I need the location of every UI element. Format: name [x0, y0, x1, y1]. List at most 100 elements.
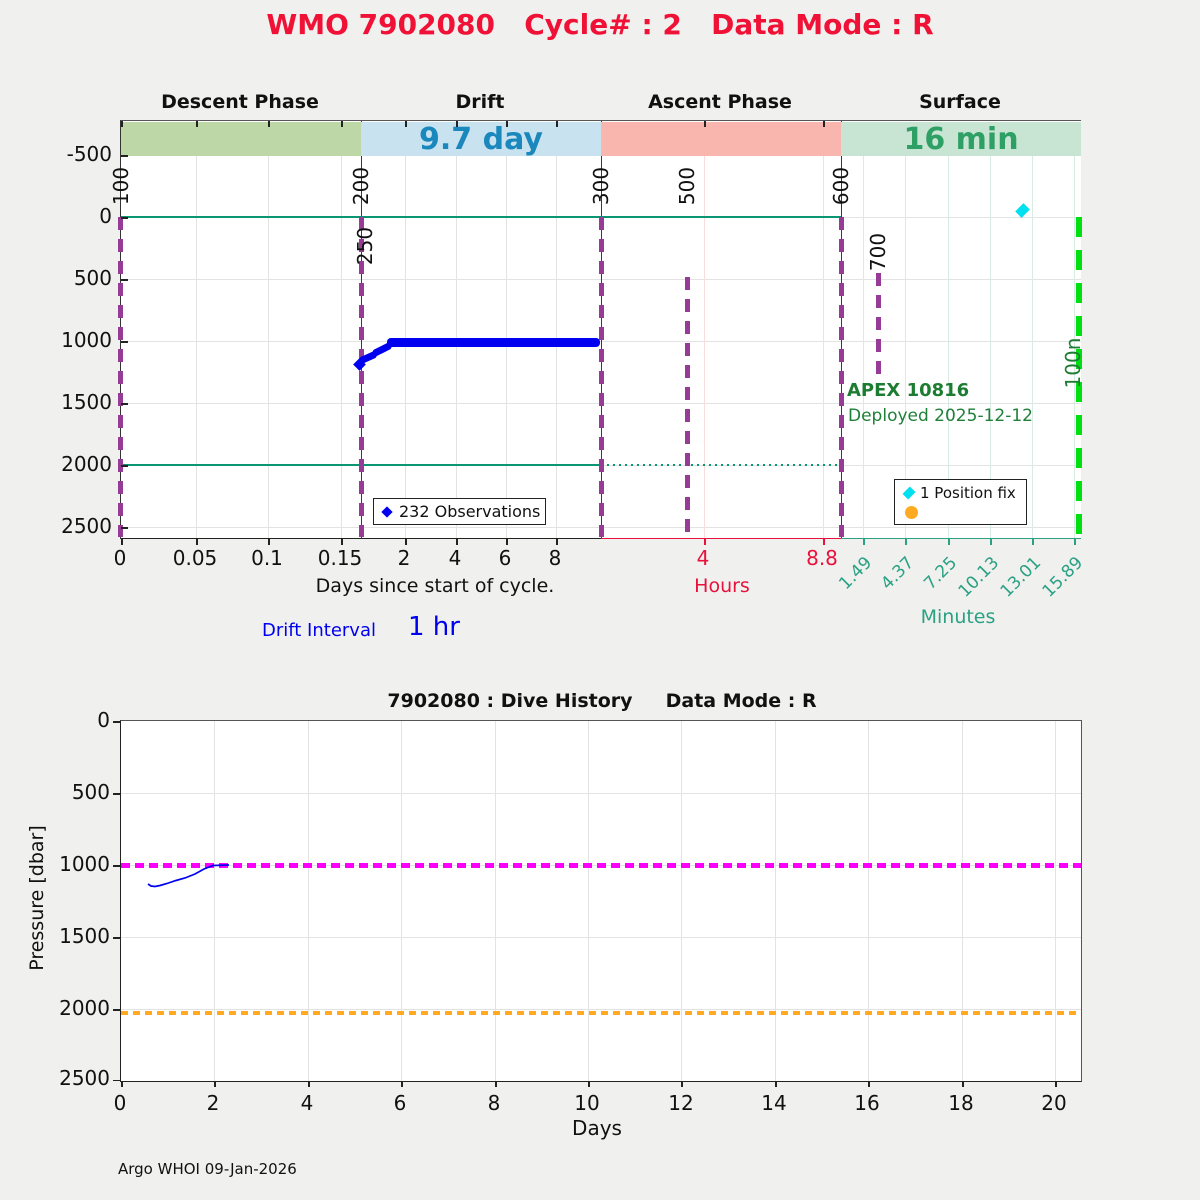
- x-tick-label: 20: [1041, 1091, 1067, 1115]
- gridline: [823, 156, 824, 539]
- axis-tick: [704, 539, 706, 545]
- axis-tick: [456, 121, 458, 127]
- axis-tick: [905, 539, 907, 545]
- axis-tick: [962, 1081, 964, 1087]
- y-tick-label: 2500: [61, 514, 112, 538]
- surface-band: 16 min: [841, 122, 1081, 157]
- axis-tick: [113, 1009, 120, 1011]
- axis-tick: [113, 937, 120, 939]
- gridline: [868, 721, 869, 1081]
- marker-label-250: 250: [353, 226, 377, 266]
- y-tick-label: 1000: [59, 852, 110, 876]
- gridline: [341, 156, 342, 539]
- marker-line-100n: [1076, 217, 1082, 537]
- phase-header-surface: Surface: [919, 91, 1001, 113]
- dive-history-plot: [113, 720, 1082, 1087]
- marker-label-100: 100: [109, 166, 133, 206]
- orange-circle-icon: [905, 506, 918, 519]
- drift-interval-value: 1 hr: [408, 612, 460, 642]
- axis-tick: [268, 539, 270, 545]
- marker-label-600: 600: [829, 166, 853, 206]
- cyan-diamond-icon: [902, 486, 916, 500]
- gridline: [962, 721, 963, 1081]
- gridline: [990, 156, 991, 539]
- axis-tick: [823, 121, 825, 127]
- x-tick-label-hours: 4: [696, 546, 710, 570]
- axis-tick: [113, 721, 120, 723]
- axis-tick: [775, 1081, 777, 1087]
- axis-tick: [1074, 539, 1076, 545]
- marker-line-200: [359, 217, 364, 537]
- y-tick-label: 0: [97, 708, 110, 732]
- dive-history-title: 7902080 : Dive History Data Mode : R: [387, 690, 817, 712]
- axis-tick: [1055, 1081, 1057, 1087]
- axis-tick: [121, 217, 128, 219]
- gridline: [121, 793, 1081, 794]
- y-tick-label: 1000: [61, 328, 112, 352]
- axis-tick: [214, 1081, 216, 1087]
- x-tick-label: 2: [206, 1091, 220, 1115]
- y-tick-label: 1500: [61, 390, 112, 414]
- drift-band: 9.7 day: [361, 122, 601, 157]
- page-title: WMO 7902080 Cycle# : 2 Data Mode : R: [266, 8, 934, 41]
- phase-header-drift: Drift: [455, 91, 505, 113]
- axis-tick: [506, 121, 508, 127]
- axis-tick: [405, 539, 407, 545]
- marker-line-300: [599, 217, 604, 537]
- gridline: [1032, 156, 1033, 539]
- axis-tick: [121, 341, 128, 343]
- gridline: [506, 156, 507, 539]
- axis-tick: [121, 155, 128, 157]
- x-tick-label: 16: [854, 1091, 880, 1115]
- observations-legend-label: 232 Observations: [399, 502, 541, 521]
- x-tick-label: 12: [668, 1091, 694, 1115]
- cycle-phase-plot: 9.7 day 16 min 100 200 250 300 500 600 7…: [109, 120, 1085, 545]
- axis-tick: [681, 1081, 683, 1087]
- descent-band: [121, 122, 361, 156]
- days-axis-label: Days since start of cycle.: [315, 575, 555, 597]
- x-tick-label: 6: [498, 546, 512, 570]
- axis-tick: [121, 279, 128, 281]
- y-tick-label: 2000: [59, 996, 110, 1020]
- y-tick-label: 2500: [59, 1066, 110, 1090]
- diamond-marker-icon: [381, 505, 393, 518]
- gridline: [121, 937, 1081, 938]
- pressure-axis-label: Pressure [dbar]: [26, 825, 48, 971]
- axis-tick: [704, 121, 706, 127]
- gridline: [405, 156, 406, 539]
- axis-tick: [823, 539, 825, 545]
- axis-tick: [990, 539, 992, 545]
- marker-label-200: 200: [349, 166, 373, 206]
- legend-row: [905, 506, 1026, 519]
- gridline: [495, 721, 496, 1081]
- marker-line-100: [118, 217, 123, 537]
- gridline: [775, 721, 776, 1081]
- axis-tick: [456, 539, 458, 545]
- x-tick-label: 10: [574, 1091, 600, 1115]
- legend-row: 1 Position fix: [902, 484, 1026, 502]
- marker-label-700: 700: [866, 232, 890, 272]
- marker-line-700: [876, 273, 881, 381]
- axis-tick: [268, 121, 270, 127]
- days-axis-spine: [121, 537, 601, 539]
- y-tick-label: -500: [66, 142, 112, 166]
- gridline: [1074, 156, 1075, 539]
- y-tick-label: 1500: [59, 924, 110, 948]
- x-tick-label: 4: [448, 546, 462, 570]
- position-fix-marker: [1015, 203, 1030, 218]
- gridline: [905, 156, 906, 539]
- position-fix-legend-label: 1 Position fix: [920, 484, 1016, 502]
- footer-attribution: Argo WHOI 09-Jan-2026: [118, 1160, 297, 1178]
- x-tick-label: 8: [548, 546, 562, 570]
- gridline: [268, 156, 269, 539]
- axis-tick: [868, 1081, 870, 1087]
- surface-pressure-refline: [121, 216, 841, 218]
- x-tick-label-hours: 8.8: [806, 546, 838, 570]
- marker-label-500: 500: [675, 166, 699, 206]
- days-axis-label: Days: [572, 1116, 622, 1140]
- gridline: [308, 721, 309, 1081]
- float-model-annotation: APEX 10816: [847, 380, 970, 401]
- gridline: [121, 1009, 1081, 1010]
- y-tick-label: 2000: [61, 452, 112, 476]
- gridline: [456, 156, 457, 539]
